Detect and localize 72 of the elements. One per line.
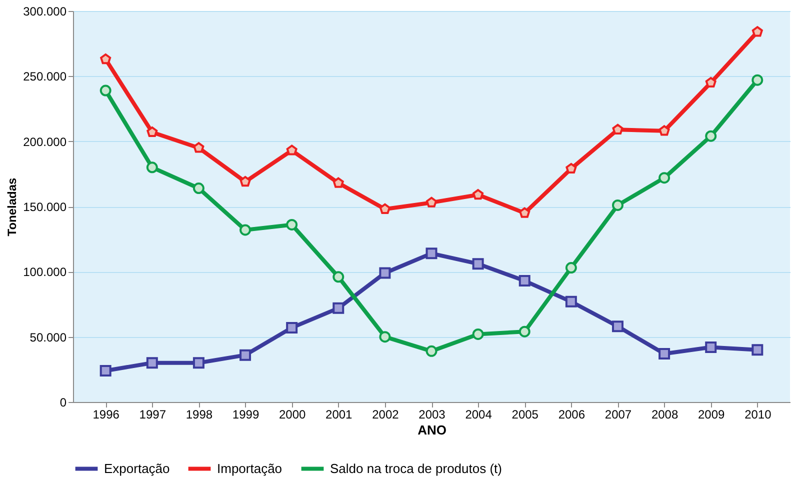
point <box>100 84 112 96</box>
legend-label: Exportação <box>104 460 170 476</box>
x-tick-label: 2002 <box>372 408 400 422</box>
point <box>705 130 717 142</box>
point <box>752 74 764 86</box>
point <box>240 224 252 236</box>
y-tick-label: 200.000 <box>23 134 67 149</box>
point <box>286 219 298 230</box>
x-tick-label: 1999 <box>232 408 260 422</box>
x-tick-label: 2010 <box>744 408 772 422</box>
x-tick-label: 2003 <box>418 408 446 422</box>
point <box>612 199 624 211</box>
y-tick-label: 300.000 <box>23 4 67 18</box>
point <box>518 326 530 338</box>
point <box>752 26 763 37</box>
y-tick-label: 50.000 <box>30 330 67 344</box>
y-tick-label: 100.000 <box>23 265 67 280</box>
y-tick-label: 0 <box>60 396 67 410</box>
y-tick-label: 150.000 <box>23 200 67 214</box>
point <box>146 357 158 369</box>
point <box>472 328 484 340</box>
point <box>658 348 670 360</box>
point <box>379 331 391 343</box>
point <box>565 262 577 274</box>
point <box>658 125 670 136</box>
x-tick-label: 2009 <box>698 408 726 422</box>
legend-label: Saldo na troca de produtos (t) <box>330 460 502 476</box>
point <box>752 344 764 356</box>
x-tick-label: 1998 <box>186 408 213 422</box>
x-axis-title: ANO <box>418 422 446 438</box>
point <box>240 349 252 361</box>
point <box>472 258 484 270</box>
y-axis-title: Toneladas <box>5 177 20 236</box>
y-tick-label: 250.000 <box>23 70 67 84</box>
point <box>426 248 438 260</box>
point <box>566 162 577 174</box>
point <box>519 207 530 218</box>
point <box>472 189 484 200</box>
point <box>332 271 344 283</box>
point <box>286 144 298 156</box>
point <box>426 345 438 357</box>
x-tick-label: 1997 <box>139 408 166 422</box>
point <box>193 142 204 153</box>
point <box>192 357 204 369</box>
point <box>192 182 204 194</box>
point <box>426 196 438 208</box>
x-tick-label: 2004 <box>465 408 492 422</box>
point <box>286 322 298 334</box>
point <box>612 320 624 332</box>
point <box>658 172 670 184</box>
x-tick-label: 2000 <box>278 408 306 422</box>
point <box>379 203 390 214</box>
x-tick-label: 1996 <box>92 408 120 422</box>
point <box>240 176 251 187</box>
point <box>146 126 158 138</box>
legend-label: Importação <box>217 460 282 476</box>
point <box>565 296 577 308</box>
x-tick-label: 2007 <box>604 408 632 422</box>
point <box>705 76 716 88</box>
point <box>705 342 717 354</box>
point <box>518 275 530 287</box>
point <box>100 364 112 376</box>
point <box>100 53 112 64</box>
x-tick-label: 2001 <box>326 408 353 422</box>
point <box>612 124 624 134</box>
x-tick-label: 2005 <box>512 408 539 422</box>
point <box>332 177 344 188</box>
x-tick-label: 2008 <box>651 408 678 422</box>
point <box>146 162 158 174</box>
point <box>332 302 344 314</box>
point <box>379 267 391 279</box>
x-tick-label: 2006 <box>558 408 586 422</box>
